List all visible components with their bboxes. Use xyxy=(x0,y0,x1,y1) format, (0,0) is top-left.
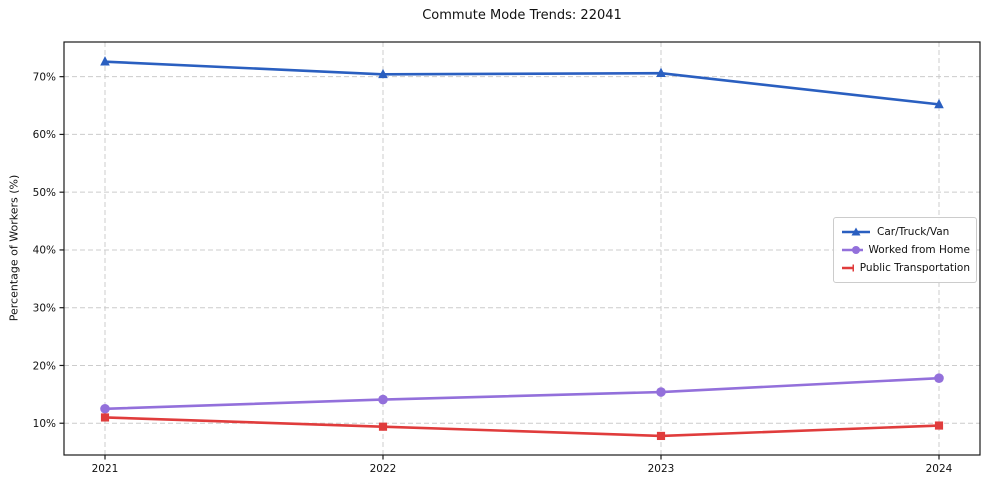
x-tick-label: 2021 xyxy=(92,463,119,475)
marker-square xyxy=(656,431,666,441)
legend-item-worked-from-home: Worked from Home xyxy=(841,241,970,259)
marker-circle xyxy=(934,373,944,383)
series-line-worked-from-home xyxy=(104,376,940,411)
y-tick-label: 50% xyxy=(33,187,56,199)
x-tick-label: 2023 xyxy=(648,463,675,475)
y-tick-label: 70% xyxy=(33,71,56,83)
marker-square xyxy=(100,413,110,422)
marker-square xyxy=(934,421,944,430)
legend-label: Worked from Home xyxy=(868,244,970,256)
marker-triangle xyxy=(934,98,944,109)
marker-triangle xyxy=(100,56,110,66)
y-tick-label: 40% xyxy=(33,245,56,257)
y-tick-label: 30% xyxy=(33,303,56,315)
series-line-public-transportation xyxy=(104,416,940,438)
marker-triangle xyxy=(656,67,666,78)
chart-title: Commute Mode Trends: 22041 xyxy=(422,8,622,23)
legend-label: Car/Truck/Van xyxy=(877,226,950,238)
legend: Car/Truck/Van Worked from Home Public Tran… xyxy=(833,217,977,283)
legend-marker-square-icon xyxy=(842,264,854,272)
x-tick-label: 2022 xyxy=(370,463,397,475)
marker-square xyxy=(378,422,388,431)
series-line-car-truck-van xyxy=(104,60,940,106)
y-tick-label: 60% xyxy=(33,129,56,141)
legend-item-public-transportation: Public Transportation xyxy=(841,259,970,277)
marker-circle xyxy=(378,394,388,405)
marker-triangle xyxy=(378,68,388,79)
axis-frame xyxy=(63,41,981,456)
legend-marker-triangle-icon xyxy=(842,227,870,236)
legend-item-car-truck-van: Car/Truck/Van xyxy=(841,223,970,241)
y-tick-label: 20% xyxy=(33,360,56,372)
legend-label: Public Transportation xyxy=(859,262,970,274)
marker-circle xyxy=(100,403,110,414)
x-tick-label: 2024 xyxy=(926,463,953,475)
y-tick-label: 10% xyxy=(33,418,56,430)
legend-marker-circle-icon xyxy=(842,246,863,254)
marker-circle xyxy=(656,387,666,397)
